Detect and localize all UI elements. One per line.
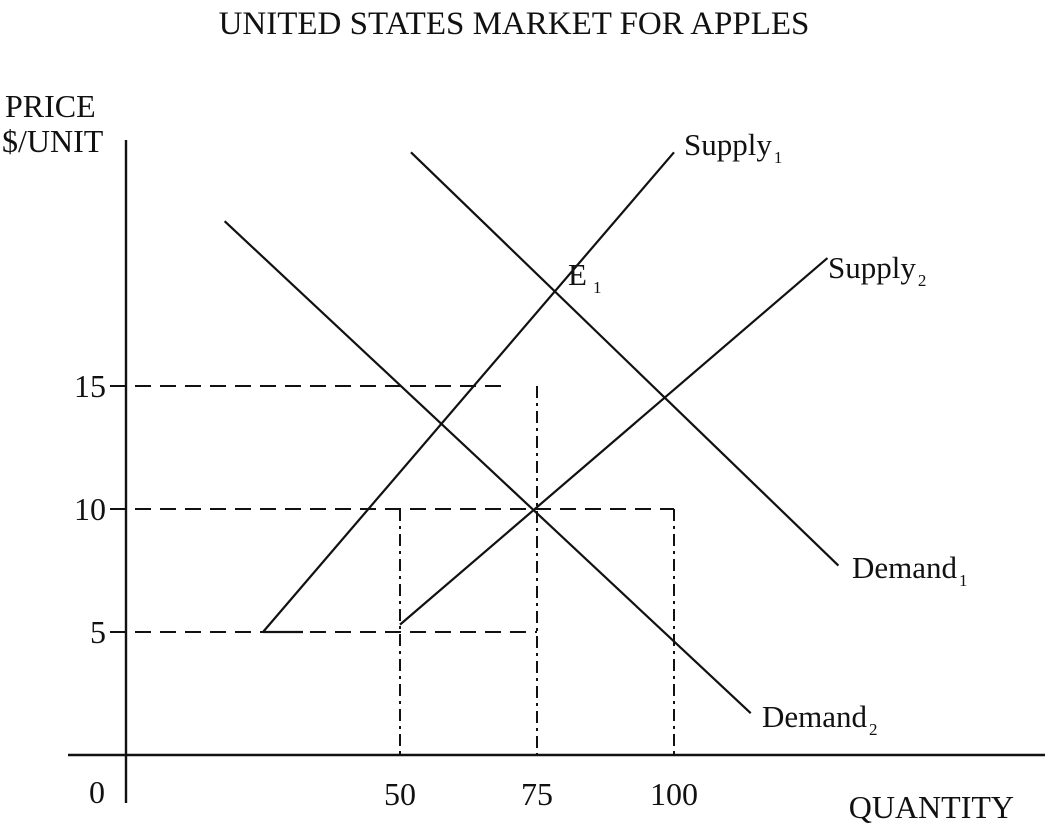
- y-axis-label-price: PRICE: [5, 88, 96, 124]
- x-tick-label-100: 100: [650, 776, 698, 812]
- tick-labels: 5 10 15 50 75 100: [74, 368, 698, 812]
- supply-1-curve: [262, 151, 675, 633]
- demand-1-curve: [410, 151, 840, 567]
- reference-lines: [110, 385, 675, 755]
- demand-2-curve: [223, 220, 752, 714]
- y-tick-label-10: 10: [74, 491, 106, 527]
- demand-1-label: Demand 1: [852, 550, 968, 590]
- origin-label: 0: [89, 774, 105, 810]
- demand-2-label: Demand 2: [762, 699, 878, 739]
- y-tick-label-5: 5: [90, 614, 106, 650]
- x-tick-label-50: 50: [384, 776, 416, 812]
- axes: [68, 140, 1045, 803]
- x-axis-label: QUANTITY: [849, 789, 1014, 825]
- y-axis-label-unit: $/UNIT: [2, 123, 104, 159]
- supply-2-label: Supply 2: [828, 250, 926, 290]
- y-tick-label-15: 15: [74, 368, 106, 404]
- supply-2-curve: [399, 257, 829, 626]
- x-tick-label-75: 75: [521, 776, 553, 812]
- curve-labels: Supply 1 Supply 2 Demand 1 Demand 2 E 1: [568, 127, 968, 739]
- curves: [223, 151, 840, 714]
- chart-title: UNITED STATES MARKET FOR APPLES: [219, 6, 810, 42]
- supply-1-label: Supply 1: [684, 127, 782, 167]
